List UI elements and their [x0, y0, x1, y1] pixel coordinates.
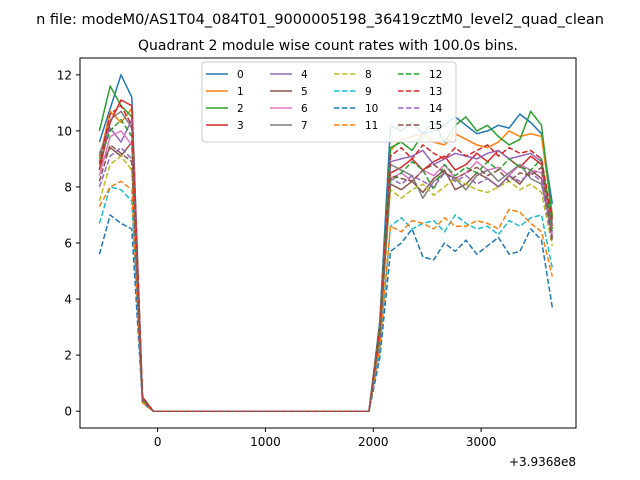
legend-label-5: 5 — [301, 86, 308, 98]
x-tick-label: 2000 — [358, 435, 389, 449]
x-tick-label: 3000 — [466, 435, 497, 449]
legend-label-10: 10 — [365, 103, 378, 115]
x-tick-label: 1000 — [250, 435, 281, 449]
y-tick-label: 12 — [57, 68, 72, 82]
legend-label-7: 7 — [301, 120, 308, 132]
legend-label-4: 4 — [301, 69, 308, 81]
y-tick-label: 4 — [64, 293, 72, 307]
chart-title: Quadrant 2 module wise count rates with … — [138, 38, 518, 54]
x-axis: 0 1000 2000 3000 — [154, 428, 497, 449]
figure-suptitle: n file: modeM0/AS1T04_084T01_9000005198_… — [36, 12, 604, 28]
x-axis-offset-label: +3.9368e8 — [509, 455, 576, 469]
legend-label-13: 13 — [429, 86, 442, 98]
legend-label-11: 11 — [365, 120, 378, 132]
legend-label-3: 3 — [237, 120, 244, 132]
x-tick-label: 0 — [154, 435, 162, 449]
legend-label-14: 14 — [429, 103, 443, 115]
series-layer — [98, 74, 554, 412]
y-tick-label: 8 — [64, 180, 72, 194]
series-line-15 — [98, 144, 554, 412]
y-axis: 0 2 4 6 8 10 12 — [57, 68, 80, 419]
legend-label-2: 2 — [237, 103, 244, 115]
legend-label-9: 9 — [365, 86, 372, 98]
legend-label-12: 12 — [429, 69, 442, 81]
legend-label-15: 15 — [429, 120, 442, 132]
y-tick-label: 2 — [64, 349, 72, 363]
legend-label-8: 8 — [365, 69, 372, 81]
legend-label-6: 6 — [301, 103, 308, 115]
y-tick-label: 10 — [57, 124, 72, 138]
legend-label-1: 1 — [237, 86, 244, 98]
y-tick-label: 6 — [64, 237, 72, 251]
y-tick-label: 0 — [64, 405, 72, 419]
plot-area — [79, 57, 577, 429]
legend-box — [201, 61, 457, 143]
series-line-12 — [98, 118, 554, 412]
legend-label-0: 0 — [237, 69, 244, 81]
